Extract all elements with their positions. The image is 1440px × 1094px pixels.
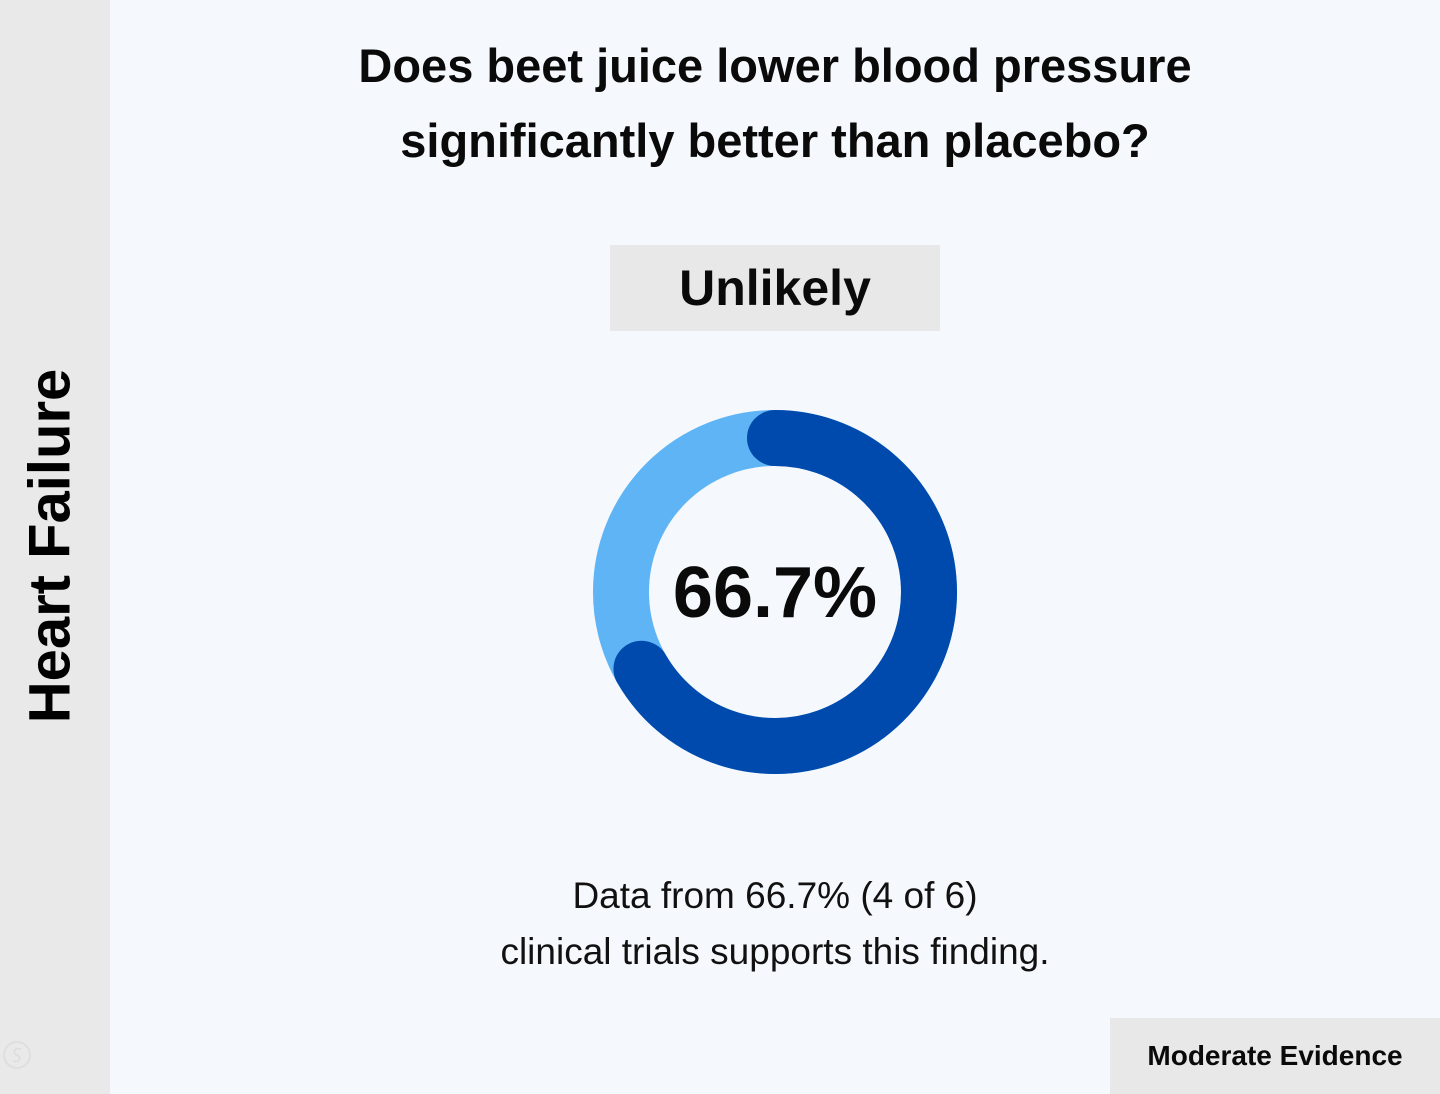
caption: Data from 66.7% (4 of 6) clinical trials…: [375, 868, 1175, 980]
category-label: Heart Failure: [17, 368, 83, 724]
question-line-2: significantly better than placebo?: [400, 114, 1150, 167]
donut-chart: [593, 410, 957, 774]
evidence-badge: Moderate Evidence: [1110, 1018, 1440, 1094]
verdict-label: Unlikely: [679, 260, 871, 316]
question-title: Does beet juice lower blood pressure sig…: [110, 28, 1440, 178]
question-line-1: Does beet juice lower blood pressure: [358, 39, 1192, 92]
evidence-label: Moderate Evidence: [1147, 1040, 1403, 1071]
donut-slice-supporting: [613, 410, 957, 774]
watermark-logo-icon: [3, 1041, 31, 1069]
side-panel: Heart Failure: [0, 0, 110, 1094]
verdict-box: Unlikely: [610, 245, 940, 331]
donut-center-label: 66.7%: [672, 553, 878, 633]
caption-line-1: Data from 66.7% (4 of 6): [572, 875, 978, 916]
caption-line-2: clinical trials supports this finding.: [500, 931, 1050, 972]
